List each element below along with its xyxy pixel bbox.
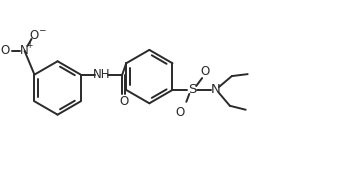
Text: S: S xyxy=(188,83,196,96)
Text: NH: NH xyxy=(93,68,110,81)
Text: O: O xyxy=(119,95,129,108)
Text: N: N xyxy=(211,83,221,96)
Text: −: − xyxy=(37,26,45,35)
Text: O: O xyxy=(0,44,9,57)
Text: O: O xyxy=(30,29,39,41)
Text: O: O xyxy=(201,65,210,78)
Text: N: N xyxy=(20,44,29,57)
Text: O: O xyxy=(176,106,185,119)
Text: +: + xyxy=(26,41,33,50)
